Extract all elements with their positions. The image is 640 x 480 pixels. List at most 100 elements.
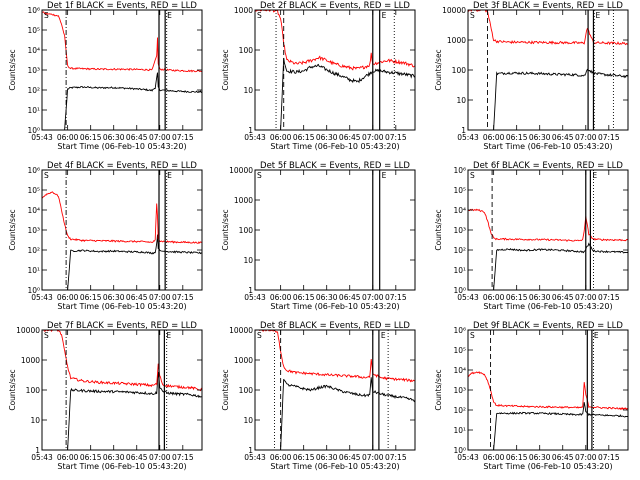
panel-9-ylabel: Counts/sec — [434, 369, 443, 410]
panel-4-xlabel: Start Time (06-Feb-10 05:43:20) — [57, 302, 186, 311]
panel-9-xtick-label: 06:00 — [483, 453, 505, 462]
panel-4-series-lld — [42, 191, 202, 244]
panel-8-mark-end: E — [381, 331, 386, 340]
panel-7-ytick-label: 1 — [35, 446, 40, 455]
panel-8-frame — [254, 329, 416, 451]
panel-6-xtick-label: 06:15 — [506, 293, 528, 302]
panel-6-xlabel: Start Time (06-Feb-10 05:43:20) — [483, 302, 612, 311]
panel-1-ytick-label: 10³ — [27, 66, 40, 75]
panel-4-xtick-label: 07:15 — [172, 293, 194, 302]
panel-7-ytick-label: 10 — [30, 416, 40, 425]
panel-4-series-events — [42, 234, 202, 290]
panel-5-ytick-label: 100 — [239, 226, 254, 235]
panel-7-title: Det 7f BLACK = Events, RED = LLD — [47, 321, 197, 331]
panel-1-ytick-label: 10⁴ — [27, 46, 40, 55]
panel-3-xtick-label: 06:00 — [483, 133, 505, 142]
panel-9-xlabel: Start Time (06-Feb-10 05:43:20) — [483, 462, 612, 471]
panel-3-ytick-label: 10000 — [442, 6, 466, 15]
panel-7-xtick-label: 06:00 — [57, 453, 79, 462]
panel-6-ytick-label: 10⁰ — [453, 286, 466, 295]
panel-6-ytick-label: 10⁴ — [453, 206, 466, 215]
panel-1-title: Det 1f BLACK = Events, RED = LLD — [47, 1, 197, 11]
panel-7-series-lld — [42, 330, 202, 392]
panel-6-series-lld — [468, 208, 628, 242]
panel-6-xtick-label: 06:45 — [552, 293, 574, 302]
panel-6-ytick-label: 10² — [453, 246, 466, 255]
panel-9-frame — [467, 329, 629, 451]
panel-5-xtick-label: 06:30 — [316, 293, 338, 302]
panel-8-ylabel: Counts/sec — [221, 369, 230, 410]
panel-2-xtick-label: 07:15 — [385, 133, 407, 142]
panel-3-xlabel: Start Time (06-Feb-10 05:43:20) — [483, 142, 612, 151]
panel-6-xtick-label: 05:43 — [457, 293, 479, 302]
panel-1-xlabel: Start Time (06-Feb-10 05:43:20) — [57, 142, 186, 151]
panel-4-title: Det 4f BLACK = Events, RED = LLD — [47, 161, 197, 171]
panel-4-xtick-label: 07:00 — [149, 293, 171, 302]
panel-5-mark-start: S — [257, 171, 262, 180]
panel-7-ytick-label: 1000 — [21, 356, 40, 365]
panel-8-mark-start: S — [257, 331, 262, 340]
panel-8-xtick-label: 06:45 — [339, 453, 361, 462]
panel-4-ytick-label: 10⁶ — [27, 166, 40, 175]
panel-8-xtick-label: 05:43 — [244, 453, 266, 462]
panel-3-frame — [467, 9, 629, 131]
panel-3-mark-end: E — [595, 11, 600, 20]
panel-6-mark-end: E — [592, 171, 597, 180]
panel-7-xtick-label: 05:43 — [31, 453, 53, 462]
panel-1-xtick-label: 06:45 — [126, 133, 148, 142]
panel-9-xtick-label: 05:43 — [457, 453, 479, 462]
panel-7-ytick-label: 100 — [26, 386, 41, 395]
panel-5-xtick-label: 06:15 — [293, 293, 315, 302]
panel-7-xtick-label: 07:00 — [149, 453, 171, 462]
panel-5-ytick-label: 1000 — [234, 196, 253, 205]
panel-3-xtick-label: 05:43 — [457, 133, 479, 142]
panel-9-mark-end: E — [594, 331, 599, 340]
panel-2-series-events — [255, 57, 415, 130]
panel-1-xtick-label: 06:15 — [80, 133, 102, 142]
panel-8-xtick-label: 06:30 — [316, 453, 338, 462]
panel-8-ytick-label: 1 — [248, 446, 253, 455]
panel-9-xtick-label: 07:15 — [598, 453, 620, 462]
panel-5-title: Det 5f BLACK = Events, RED = LLD — [260, 161, 410, 171]
panel-3-title: Det 3f BLACK = Events, RED = LLD — [473, 1, 623, 11]
panel-8-xtick-label: 07:15 — [385, 453, 407, 462]
panel-3-series-lld — [468, 10, 628, 46]
panel-6-ylabel: Counts/sec — [434, 209, 443, 250]
panel-4-ytick-label: 10⁴ — [27, 206, 40, 215]
panel-9-ytick-label: 10⁵ — [453, 346, 466, 355]
panel-8-title: Det 8f BLACK = Events, RED = LLD — [260, 321, 410, 331]
panel-9-ytick-label: 10² — [453, 406, 466, 415]
panel-6-xtick-label: 06:30 — [529, 293, 551, 302]
panel-1-ytick-label: 10¹ — [27, 106, 40, 115]
panel-8-ytick-label: 1000 — [234, 356, 253, 365]
panel-2-xtick-label: 07:00 — [362, 133, 384, 142]
panel-2-ytick-label: 10 — [243, 86, 253, 95]
panel-2-mark-start: S — [257, 11, 262, 20]
panel-5-ytick-label: 1 — [248, 286, 253, 295]
panel-8-series-events — [255, 377, 415, 450]
panel-2-ytick-label: 100 — [239, 46, 254, 55]
panel-9-ytick-label: 10³ — [453, 386, 466, 395]
panel-5-xtick-label: 07:15 — [385, 293, 407, 302]
panel-5-xlabel: Start Time (06-Feb-10 05:43:20) — [270, 302, 399, 311]
panel-2-xtick-label: 05:43 — [244, 133, 266, 142]
panel-1-ytick-label: 10⁵ — [27, 26, 40, 35]
panel-3-series-events — [468, 68, 628, 130]
panel-9-ytick-label: 10⁴ — [453, 366, 466, 375]
panel-1-mark-start: S — [44, 11, 49, 20]
panel-7-ytick-label: 10000 — [16, 326, 40, 335]
panel-9-xtick-label: 06:15 — [506, 453, 528, 462]
panel-8-xlabel: Start Time (06-Feb-10 05:43:20) — [270, 462, 399, 471]
panel-1-xtick-label: 06:30 — [103, 133, 125, 142]
panel-2-title: Det 2f BLACK = Events, RED = LLD — [260, 1, 410, 11]
panel-6-ytick-label: 10³ — [453, 226, 466, 235]
panel-2-xtick-label: 06:15 — [293, 133, 315, 142]
panel-1-mark-end: E — [167, 11, 172, 20]
panel-9-ytick-label: 10⁶ — [453, 326, 466, 335]
panel-8-series-lld — [255, 330, 415, 383]
panel-6-title: Det 6f BLACK = Events, RED = LLD — [473, 161, 623, 171]
panel-5-xtick-label: 05:43 — [244, 293, 266, 302]
panel-4-ytick-label: 10⁵ — [27, 186, 40, 195]
panel-4-mark-start: S — [44, 171, 49, 180]
